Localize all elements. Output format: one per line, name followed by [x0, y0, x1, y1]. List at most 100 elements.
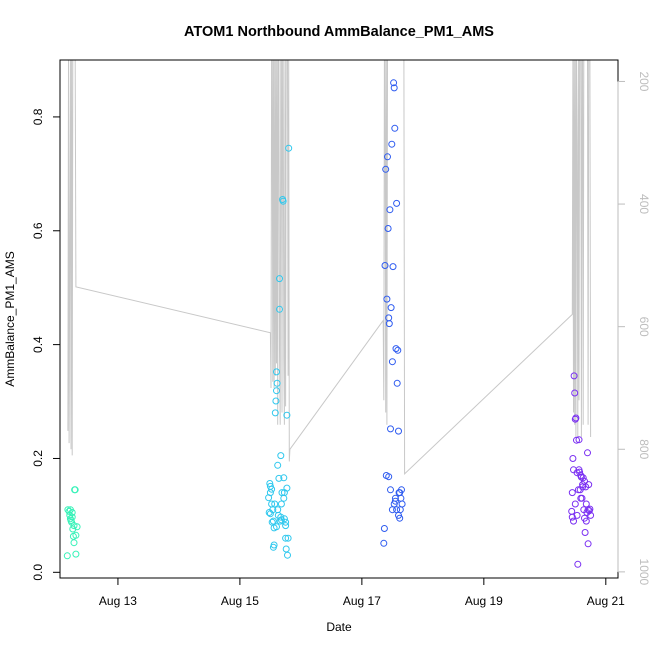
data-point [385, 320, 393, 328]
data-point [282, 534, 290, 542]
data-point [276, 305, 283, 313]
data-point [574, 560, 582, 568]
data-point [398, 500, 406, 508]
y-tick-label: 0.4 [31, 336, 45, 353]
data-point [575, 436, 583, 444]
data-point [581, 477, 588, 485]
data-point [71, 486, 79, 494]
data-point [72, 531, 80, 539]
data-point [393, 506, 401, 514]
data-point [282, 545, 290, 553]
data-point [277, 500, 285, 508]
secondary-line-layer [67, 59, 592, 475]
y2-tick-label: 1000 [637, 559, 650, 586]
data-point [581, 529, 589, 536]
x-axis-label: Date [326, 620, 352, 634]
data-point [273, 523, 280, 531]
data-point [570, 372, 578, 380]
data-point [393, 379, 401, 387]
data-point [388, 358, 396, 366]
data-point [271, 409, 279, 417]
data-point [276, 275, 283, 283]
y-tick-label: 0.6 [31, 222, 45, 239]
data-point [70, 539, 78, 547]
data-point [69, 525, 77, 533]
data-point [266, 480, 274, 487]
y-axis: 0.0 0.2 0.4 0.6 0.8 [31, 108, 61, 581]
data-point [285, 144, 293, 152]
data-point [381, 262, 389, 269]
plot-frame [59, 59, 619, 579]
data-point [70, 522, 78, 530]
data-point [266, 489, 274, 497]
data-point [568, 507, 576, 515]
y2-tick-label: 600 [637, 317, 650, 337]
x-tick-label: Aug 15 [221, 594, 259, 608]
data-point [584, 449, 591, 457]
data-point [387, 304, 395, 312]
data-point [386, 206, 394, 214]
data-point [282, 522, 290, 530]
secondary-y-axis: 200 400 600 800 1000 [617, 71, 650, 586]
data-point [265, 509, 273, 516]
data-point [68, 509, 76, 516]
data-point [390, 79, 398, 87]
chart-title: ATOM1 Northbound AmmBalance_PM1_AMS [184, 24, 494, 40]
data-point [389, 263, 397, 271]
data-point [388, 140, 396, 148]
data-point [283, 484, 291, 492]
data-point [568, 513, 576, 521]
data-point [568, 489, 576, 497]
data-point [73, 523, 81, 531]
data-point [575, 466, 583, 474]
data-point [573, 511, 581, 519]
data-point [391, 124, 399, 132]
data-point [571, 389, 579, 397]
data-point [284, 551, 291, 559]
data-point [387, 486, 394, 494]
y2-tick-label: 800 [637, 439, 650, 459]
data-point [63, 552, 71, 560]
data-point [273, 387, 280, 395]
data-point [384, 153, 391, 161]
data-point [380, 539, 388, 547]
x-tick-label: Aug 17 [343, 594, 381, 608]
data-point [270, 541, 278, 549]
data-point [585, 481, 593, 489]
y-axis-label: AmmBalance_PM1_AMS [3, 251, 17, 386]
data-point [390, 84, 398, 92]
data-point [271, 500, 279, 508]
data-point [68, 513, 76, 521]
data-point [283, 411, 291, 419]
data-point [65, 507, 73, 515]
y-tick-label: 0.0 [31, 564, 45, 581]
data-point [268, 500, 276, 508]
y2-tick-label: 400 [637, 194, 650, 214]
data-point [273, 368, 280, 376]
data-point [569, 455, 577, 462]
data-point [269, 517, 277, 525]
data-point [584, 540, 592, 548]
data-point [384, 225, 392, 232]
data-point [577, 494, 585, 502]
data-point [392, 345, 400, 353]
data-point [380, 525, 388, 532]
scatter-points-layer [63, 79, 595, 568]
data-point [274, 461, 282, 469]
data-point [584, 506, 592, 514]
x-tick-label: Aug 13 [99, 594, 137, 608]
data-point [284, 534, 292, 542]
x-tick-label: Aug 21 [587, 594, 625, 608]
secondary-line-series [67, 59, 592, 475]
data-point [570, 517, 577, 525]
data-point [582, 517, 590, 525]
data-point [396, 489, 404, 497]
x-tick-label: Aug 19 [465, 594, 503, 608]
data-point [579, 474, 587, 482]
data-point [587, 511, 595, 519]
x-axis: Aug 13 Aug 15 Aug 17 Aug 19 Aug 21 [99, 577, 625, 608]
data-point [383, 295, 391, 303]
data-point [382, 165, 390, 173]
data-point [385, 473, 393, 481]
